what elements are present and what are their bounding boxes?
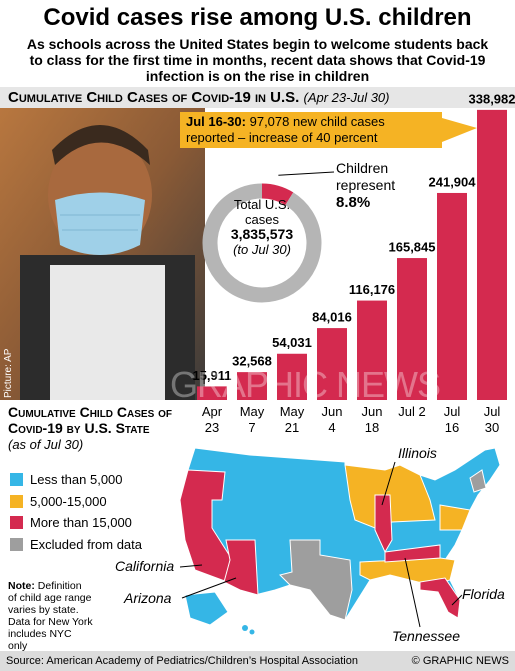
legend-label: Less than 5,000: [30, 472, 123, 487]
photo: [0, 108, 205, 400]
x-tick-label: Apr 23: [201, 404, 223, 435]
legend-swatch: [10, 494, 23, 508]
value-label: 165,845: [389, 239, 436, 254]
bar: [197, 386, 227, 400]
value-label: 54,031: [272, 335, 312, 350]
annotation-lead: Jul 16-30:: [186, 114, 246, 129]
annotation-text: 97,078 new child cases reported – increa…: [186, 114, 385, 145]
x-tick-label: Jul 30: [483, 404, 501, 435]
chart-subtitle: (Apr 23-Jul 30): [303, 90, 390, 105]
bar: [277, 353, 307, 400]
state-label: California: [115, 558, 175, 574]
footer-band: [0, 651, 515, 671]
chart-heading: Cumulative Child Cases of Covid-19 in U.…: [8, 89, 389, 106]
credit: © GRAPHIC NEWS: [411, 655, 509, 667]
chart-title: Cumulative Child Cases of Covid-19 in U.…: [8, 89, 300, 106]
bar: [477, 109, 507, 401]
legend-swatch: [10, 537, 23, 551]
donut-center-value: 3,835,573: [230, 226, 294, 242]
state-label: Florida: [462, 586, 505, 602]
map-note-lead: Note:: [8, 580, 35, 592]
map-title: Cumulative Child Cases of Covid-19 by U.…: [8, 404, 173, 436]
state-label: Tennessee: [392, 628, 460, 644]
value-label: 15,911: [192, 368, 231, 383]
x-tick-label: Jun 4: [321, 404, 343, 435]
value-label: 338,982: [469, 91, 515, 106]
state-label: Arizona: [124, 590, 172, 606]
subtitle: As schools across the United States begi…: [26, 36, 489, 84]
us-map: [179, 447, 501, 635]
bar: [397, 258, 427, 400]
x-tick-label: May 7: [239, 404, 265, 435]
donut-center-note: (to Jul 30): [233, 242, 291, 257]
value-label: 84,016: [312, 310, 352, 325]
x-tick-label: Jul 16: [443, 404, 461, 435]
annotation-pointer: [442, 118, 477, 142]
state-label: Illinois: [398, 445, 437, 461]
watermark: GRAPHIC NEWS: [170, 364, 441, 405]
legend-label: 5,000-15,000: [30, 493, 107, 509]
value-label: 32,568: [232, 354, 272, 369]
value-label: 116,176: [349, 282, 395, 297]
map-subtitle: (as of Jul 30): [8, 437, 84, 452]
bar: [357, 300, 387, 400]
map-note: Note: Definition of child age range vari…: [8, 580, 93, 652]
donut-center: Total U.S. cases 3,835,573 (to Jul 30): [222, 197, 302, 257]
legend-swatch: [10, 473, 23, 486]
bar: [437, 192, 467, 400]
legend-swatch: [10, 516, 23, 529]
annotation: Jul 16-30: 97,078 new child cases report…: [180, 112, 442, 148]
source: Source: American Academy of Pediatrics/C…: [6, 655, 358, 667]
map-heading: Cumulative Child Cases of Covid-19 by U.…: [8, 404, 178, 453]
header-band: [0, 87, 515, 108]
photo-credit: Picture: AP: [3, 348, 14, 398]
donut-slice: [202, 183, 322, 303]
value-label: 241,904: [429, 174, 477, 189]
title: Covid cases rise among U.S. children: [43, 4, 472, 31]
bar: [237, 372, 267, 400]
leader-line: [278, 171, 335, 176]
x-tick-label: May 21: [279, 404, 305, 435]
slice-label: Children represent: [336, 160, 396, 193]
x-tick-label: Jun 18: [361, 404, 383, 435]
map-note-text: Definition of child age range varies by …: [8, 580, 93, 652]
x-tick-label: Jul 2: [398, 404, 426, 419]
slice-value: 8.8%: [336, 194, 371, 211]
legend-label: Excluded from data: [30, 536, 143, 552]
donut-slice: [261, 183, 294, 206]
legend-label: More than 15,000: [30, 515, 132, 530]
donut-center-label: Total U.S. cases: [233, 197, 291, 227]
bar: [317, 328, 347, 400]
